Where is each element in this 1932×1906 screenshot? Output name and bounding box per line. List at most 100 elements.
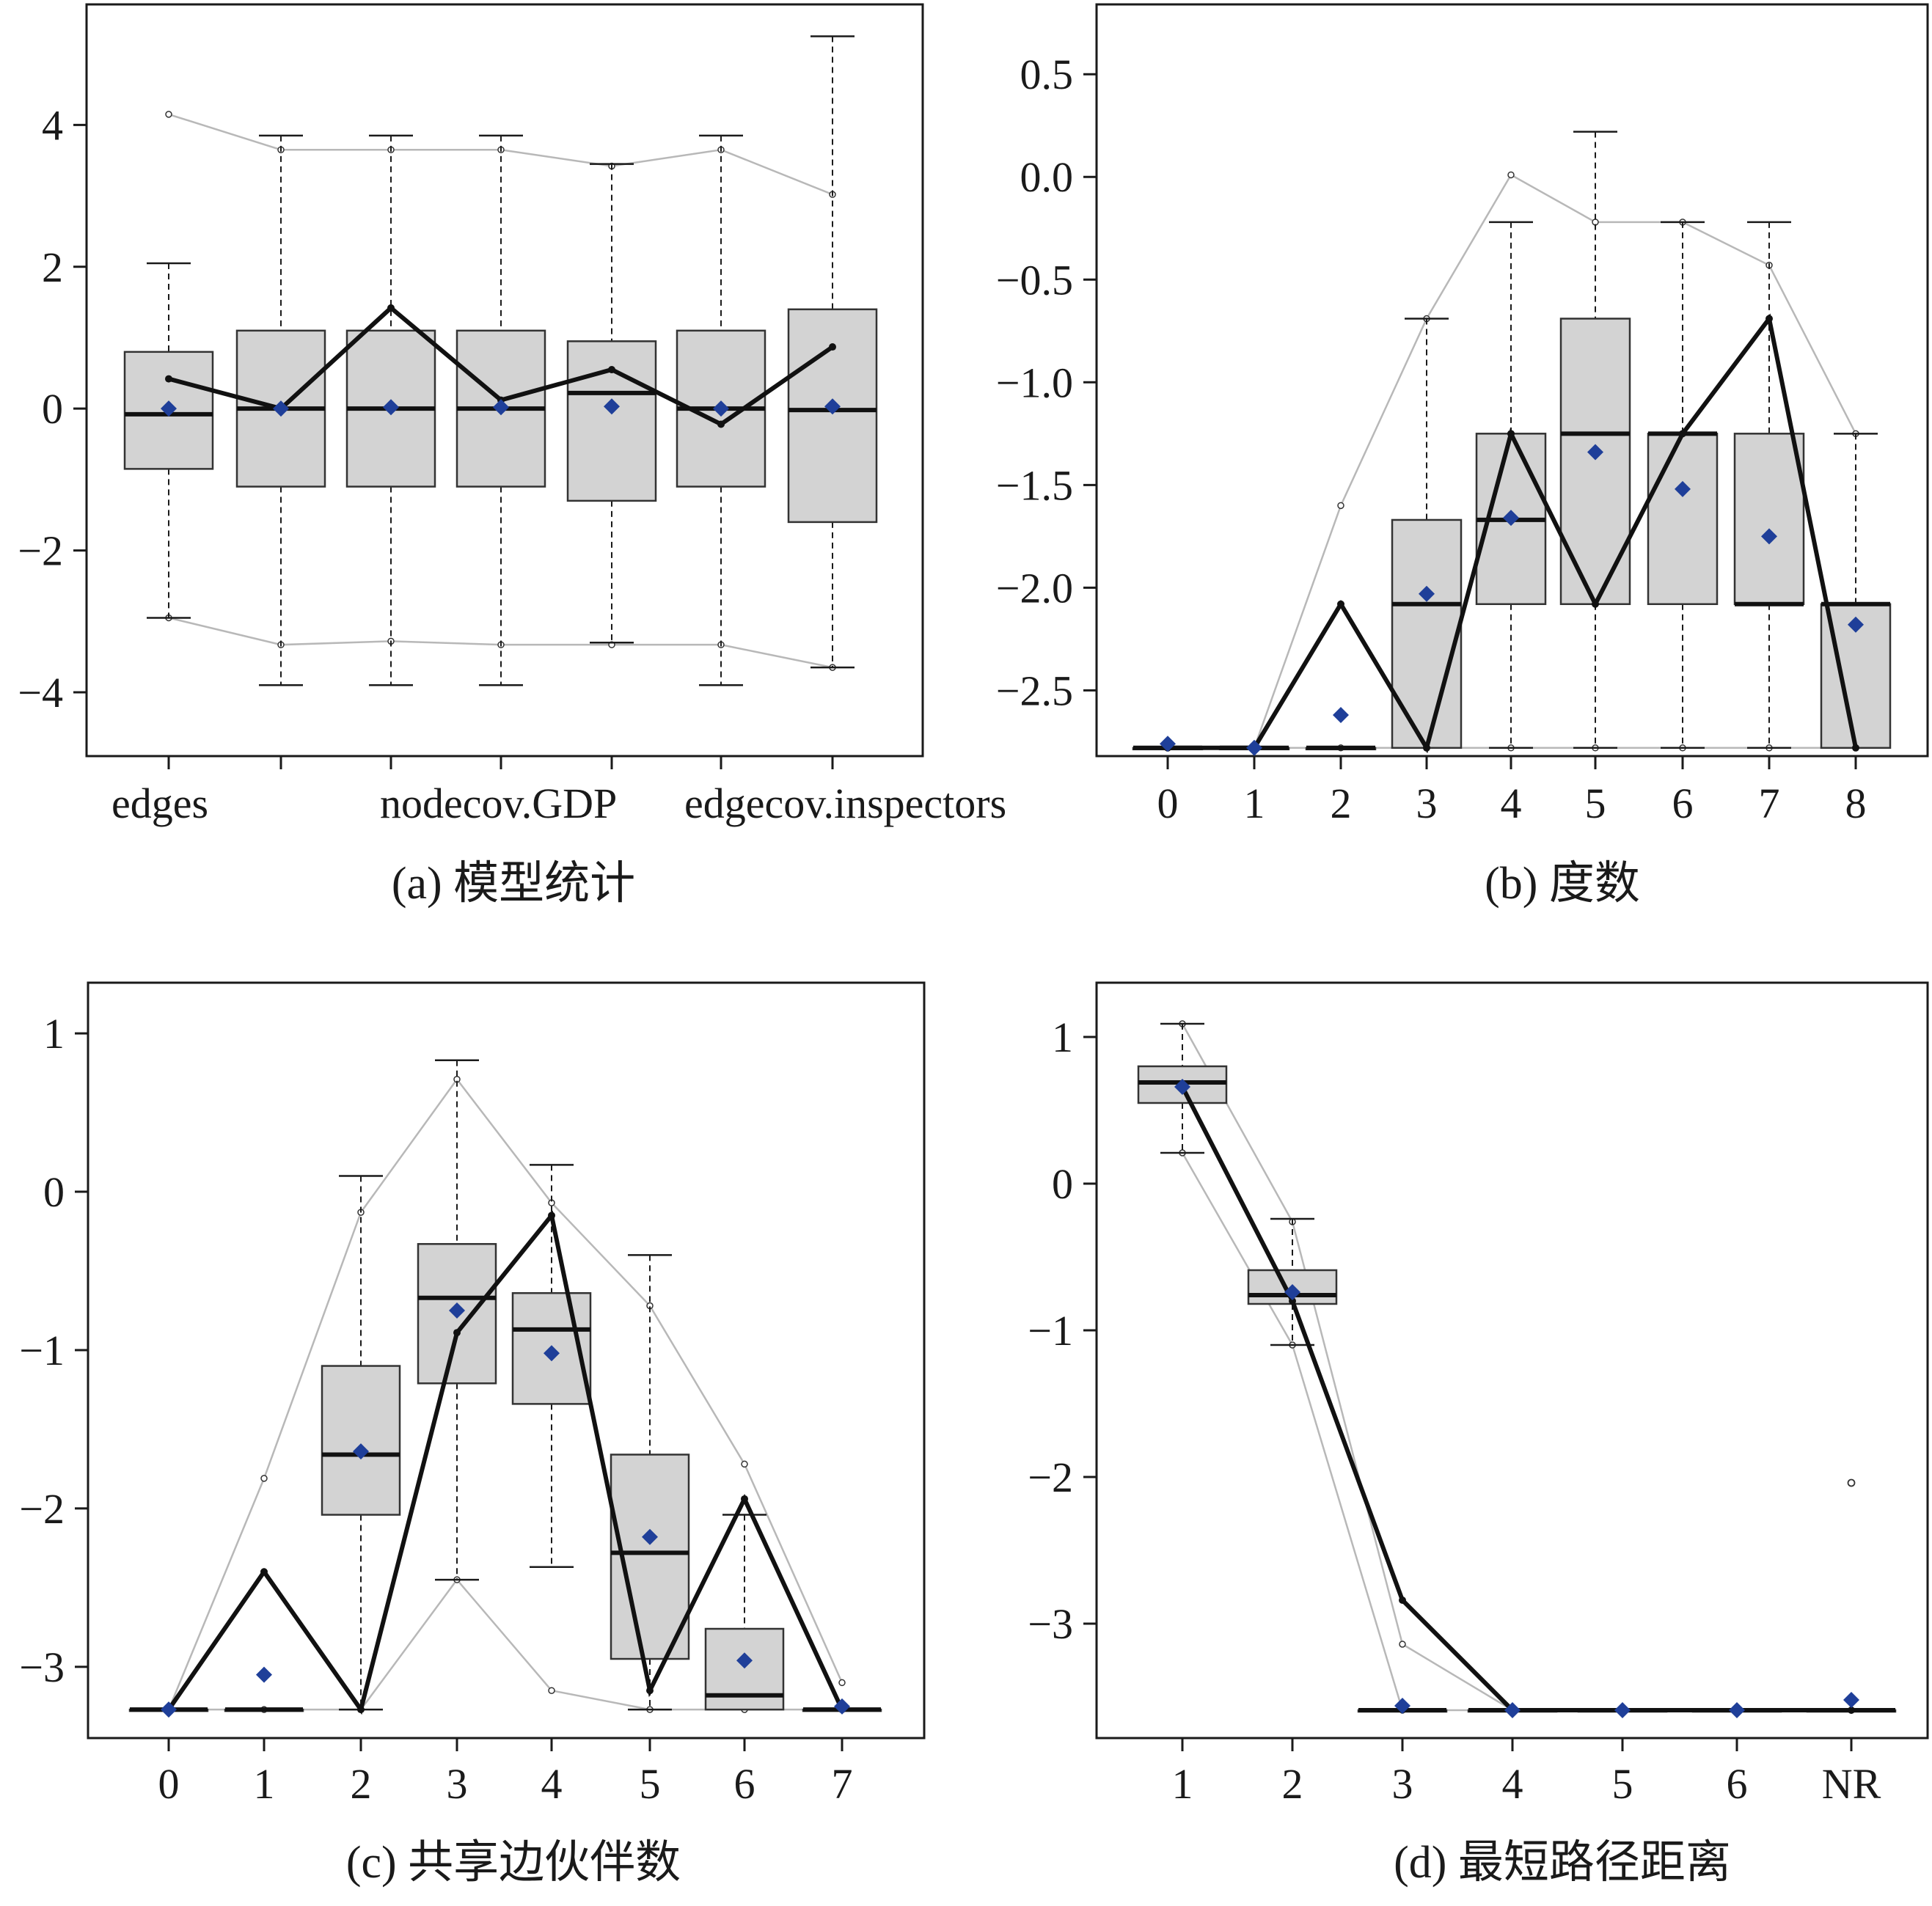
observed-point [453,1329,461,1337]
plot-frame [85,3,924,758]
mean-marker [1675,480,1691,497]
box-5 [610,1254,690,1711]
y-tick-label: −2 [18,527,63,575]
x-tick-label: 4 [541,1760,563,1808]
mean-marker [256,1666,272,1683]
plot-area [1132,131,1892,756]
observed-point [1423,744,1430,752]
observed-point [608,365,615,373]
upper-band-point [260,1475,268,1482]
y-tick-label: 2 [42,243,63,291]
x-tick-label: 8 [1845,780,1867,827]
y-tick-label: 0 [42,385,63,433]
mean-marker [1284,1284,1300,1300]
box-body [1391,518,1463,749]
observed-point [357,1706,365,1714]
mean-marker [383,399,399,416]
x-tick-label: 2 [1331,780,1352,827]
mean-marker [713,400,729,417]
observed-point [646,1687,654,1695]
observed-point [829,343,836,351]
x-tick-label: 2 [351,1760,372,1808]
x-tick-label: 3 [1416,780,1438,827]
box-2 [1305,745,1377,751]
upper-band-point [838,1679,846,1687]
y-tick-label: 0 [43,1168,65,1216]
y-tick-label: −1 [19,1327,65,1374]
observed-point [717,420,725,428]
observed-point [1337,600,1344,608]
x-tick-label: edges [111,780,208,827]
upper-band-point [1399,1641,1406,1648]
observed-point [1852,744,1859,752]
y-tick-label: −0.5 [996,256,1073,304]
mean-marker [273,400,289,417]
box-body [321,1365,401,1516]
mean-marker [824,398,841,415]
observed-point [260,1568,268,1576]
plot-area [123,35,878,686]
mean-marker [1419,585,1435,602]
observed-point [1679,430,1686,438]
observed-point [387,304,395,312]
mean-marker [161,400,177,417]
y-tick-label: −2 [1028,1454,1073,1501]
upper-band-line [167,1077,844,1710]
upper-band-point [1337,502,1344,510]
box-5 [1559,131,1631,749]
observed-point [1765,315,1773,323]
x-tick-label: 4 [1501,780,1522,827]
upper-band-line [1181,1023,1851,1712]
x-tick-label: 1 [1172,1760,1193,1808]
box-3 [1391,318,1463,749]
mean-marker [604,398,620,415]
panel-shared-partners: 1 0 −1 −2 −3 0 1 2 3 4 5 6 7 (c) 共享边伙伴数 [19,981,926,1888]
mean-marker [1503,510,1519,527]
upper-band-point [165,111,172,118]
observed-point [548,1212,555,1220]
y-tick-label: −3 [19,1643,65,1691]
x-tick-label: 5 [1585,780,1606,827]
y-tick-label: 1 [43,1010,65,1058]
x-tick-label: 0 [158,1760,180,1808]
outlier-point [1847,1478,1856,1487]
box-edges [123,262,214,619]
box-body [1733,433,1805,606]
mean-marker [1587,444,1603,461]
x-tick-label: 5 [1612,1760,1633,1808]
panel-caption: (c) 共享边伙伴数 [346,1838,681,1888]
panel-caption: (b) 度数 [1485,859,1640,909]
x-tick-label: 3 [447,1760,468,1808]
x-tick-label: 1 [254,1760,275,1808]
panel-degree: 0.5 0.0 −0.5 −1.0 −1.5 −2.0 −2.5 0 1 2 3 4 5 6 7 8 (b) 度… [996,3,1929,909]
x-tick-label: 3 [1392,1760,1413,1808]
observed-point [1399,1597,1406,1604]
observed-point [1592,600,1599,608]
mean-marker [1333,706,1349,723]
x-tick-label: NR [1822,1760,1881,1808]
upper-band-point [741,1460,748,1468]
y-tick-label: −2.0 [996,564,1073,612]
mean-marker [449,1302,465,1319]
observed-line [1180,1085,1851,1712]
plot-frame [87,981,926,1740]
mean-marker [834,1698,850,1715]
x-tick-label: 4 [1502,1760,1523,1808]
box-7 [1733,221,1805,749]
panel-caption: (d) 最短路径距离 [1394,1838,1731,1888]
observed-point [165,375,172,383]
x-tick-label: 6 [1727,1760,1748,1808]
mean-marker [353,1443,369,1460]
x-tick-label: 5 [640,1760,661,1808]
y-tick-label: −1 [1028,1307,1073,1355]
y-tick-label: 1 [1052,1014,1073,1061]
mean-marker [1246,739,1262,756]
lower-band-line [1181,1152,1851,1712]
y-tick-label: 0.0 [1020,153,1074,201]
x-tick-label: nodecov.GDP [380,780,617,827]
x-tick-label: 7 [832,1760,853,1808]
mean-marker [1614,1702,1631,1718]
box-body [787,308,878,524]
x-tick-label: 1 [1244,780,1265,827]
